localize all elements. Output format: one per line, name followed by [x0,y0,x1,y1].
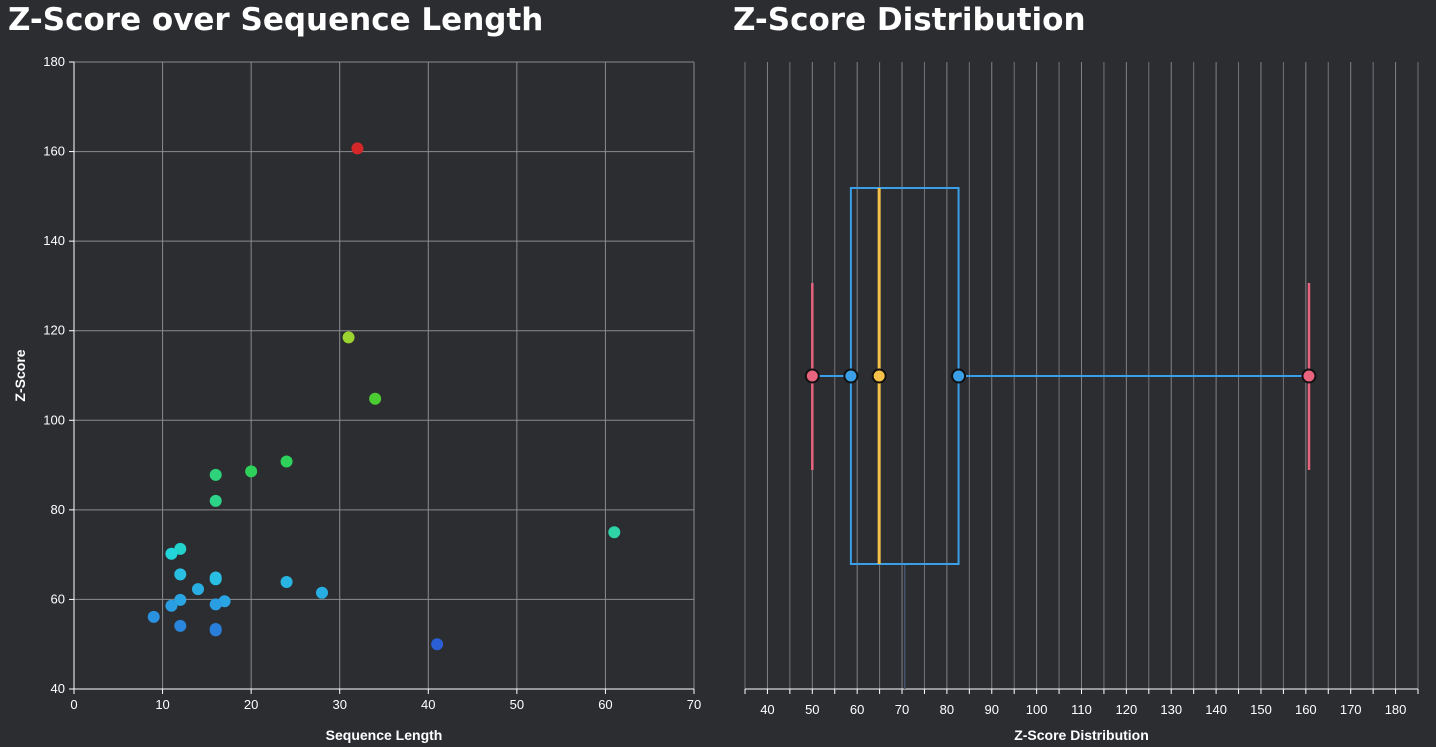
x-tick-label: 110 [1071,702,1092,717]
y-tick-label: 120 [43,323,65,338]
data-point [209,494,222,507]
y-tick-label: 60 [51,591,65,606]
box-plot: 40 50 60 70 80 90 100 110 120 130 140 150 160 170 180 Z… [744,62,1419,743]
x-tick-label: 130 [1160,702,1182,717]
x-tick-label: 90 [985,702,999,717]
data-point [209,468,222,481]
q3-marker [951,368,967,384]
y-tick-label: 180 [43,54,65,69]
x-tick-label: 50 [510,697,524,712]
scatter-chart-title: Z-Score over Sequence Length [8,2,544,38]
interquartile-box [849,187,960,565]
x-tick-label: 180 [1385,702,1407,717]
x-tick-label: 100 [1026,702,1048,717]
data-point [165,547,178,560]
data-point [174,619,187,632]
y-tick-label: 160 [43,144,65,159]
data-point [174,568,187,581]
x-tick-label: 70 [895,702,909,717]
x-tick-label: 150 [1250,702,1272,717]
x-axis-label: Sequence Length [326,727,443,743]
y-tick-label: 140 [43,233,65,248]
x-tick-label: 40 [421,697,435,712]
x-tick-label: 70 [687,697,701,712]
max-marker [1301,368,1317,384]
y-tick-label: 40 [51,681,65,696]
data-point [209,573,222,586]
y-axis-label: Z-Score [12,349,28,401]
data-point [316,586,328,599]
data-point [369,392,382,405]
data-point [280,575,293,588]
y-tick-label: 80 [51,502,65,517]
data-point [431,638,444,651]
data-point [351,142,364,155]
boxplot-chart-title: Z-Score Distribution [733,2,1086,38]
data-point [192,583,204,596]
x-tick-label: 160 [1295,702,1317,717]
x-tick-label: 120 [1116,702,1138,717]
x-tick-label: 140 [1205,702,1227,717]
x-tick-label: 20 [244,697,258,712]
x-tick-label: 60 [598,697,612,712]
min-marker [804,368,820,384]
x-tick-label: 170 [1340,702,1362,717]
data-point [245,465,258,478]
data-point [209,624,222,637]
y-tick-label: 100 [43,412,65,427]
x-tick-label: 80 [940,702,954,717]
median-marker [871,368,887,384]
data-point [174,542,187,555]
x-axis-label: Z-Score Distribution [1014,727,1149,743]
x-tick-label: 40 [760,702,774,717]
x-tick-label: 60 [850,702,864,717]
data-point [608,526,621,539]
data-point [280,455,293,468]
x-tick-label: 10 [155,697,169,712]
x-tick-label: 30 [332,697,346,712]
q1-marker [843,368,859,384]
data-point [165,599,178,612]
x-tick-label: 50 [805,702,819,717]
data-point [174,593,187,606]
data-point [209,598,222,611]
scatter-plot: 0 10 20 30 40 50 60 70 40 60 80 100 120 140 160 180 Sequ… [12,54,701,743]
x-tick-label: 0 [70,697,77,712]
data-point [147,610,160,623]
data-point [342,331,355,344]
